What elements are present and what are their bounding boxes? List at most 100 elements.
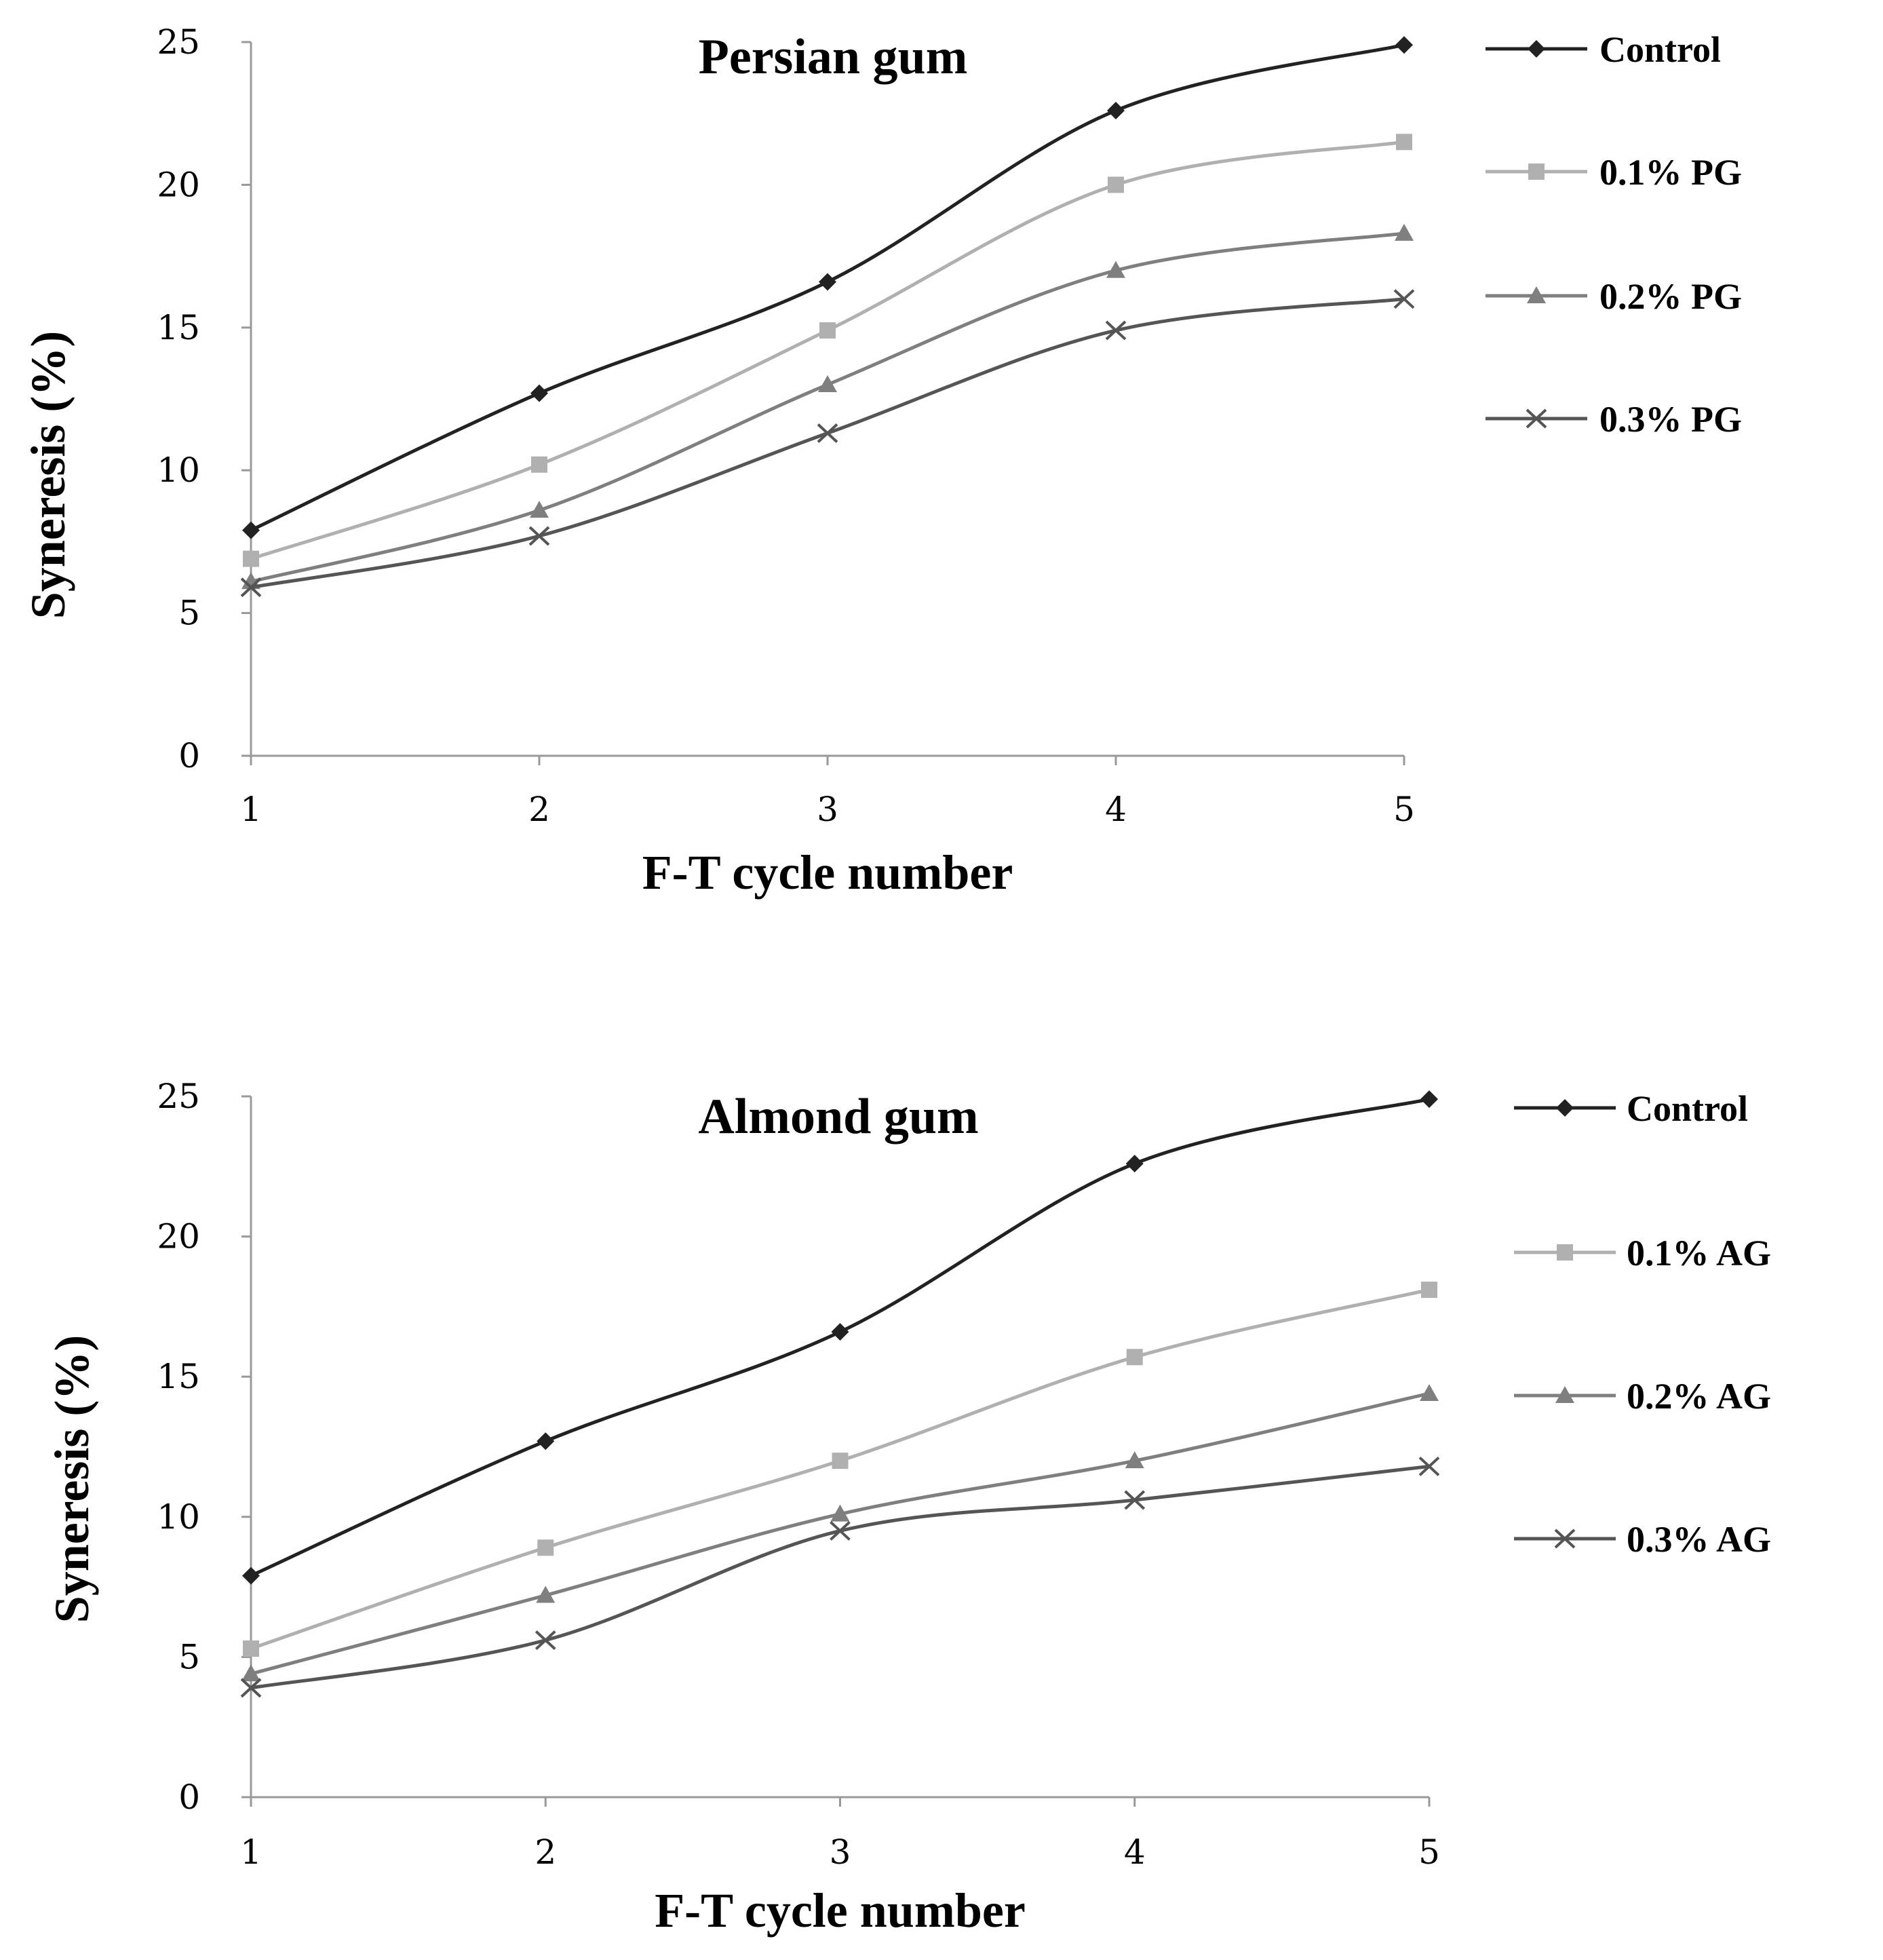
- legend-label: 0.2% PG: [1599, 276, 1742, 317]
- legend-marker-square: [1557, 1244, 1573, 1261]
- data-point-0-1pct-ag: [537, 1539, 554, 1556]
- data-point-0-1pct-ag: [1421, 1282, 1437, 1299]
- x-axis-title: F-T cycle number: [642, 845, 1013, 900]
- series-0-1pct-ag: [243, 1282, 1437, 1657]
- x-tick-label: 2: [528, 790, 550, 829]
- legend-marker-x: [1554, 1529, 1576, 1549]
- y-tick-label: 20: [157, 1217, 200, 1256]
- data-point-control: [242, 1567, 260, 1585]
- series-0-3pct-pg: [240, 289, 1415, 598]
- legend-label: Control: [1627, 1088, 1748, 1129]
- legend-item-0-2pct-pg: 0.2% PG: [1486, 276, 1742, 317]
- x-tick-label: 5: [1418, 1832, 1440, 1872]
- legend-marker-triangle: [1527, 286, 1546, 303]
- data-point-0-2pct-ag: [1125, 1451, 1144, 1469]
- legend-item-0-1pct-pg: 0.1% PG: [1486, 152, 1742, 193]
- legend-marker-diamond: [1528, 40, 1545, 58]
- data-point-0-2pct-ag: [1420, 1383, 1439, 1401]
- data-point-control: [1125, 1155, 1144, 1173]
- x-tick-label: 4: [1124, 1832, 1146, 1872]
- data-point-0-3pct-ag: [830, 1520, 851, 1541]
- x-tick-label: 3: [830, 1832, 851, 1872]
- y-tick-label: 25: [157, 22, 200, 62]
- legend-marker-square: [1528, 164, 1545, 180]
- almond-gum-chart: 0 5 10 15 20 25 1 2 3 4 5 Almond gum F-T cycle numbe…: [0, 1018, 1883, 1960]
- data-point-0-1pct-pg: [531, 456, 547, 473]
- y-tick-label: 25: [157, 1077, 200, 1116]
- y-tick-label: 0: [178, 736, 200, 775]
- legend-label: 0.3% AG: [1627, 1519, 1771, 1560]
- y-tick-label: 5: [178, 1637, 200, 1676]
- x-tick-label: 2: [535, 1832, 556, 1872]
- data-point-0-3pct-ag: [1418, 1456, 1440, 1476]
- data-point-0-2pct-pg: [530, 501, 549, 518]
- legend-item-control: Control: [1514, 1088, 1748, 1129]
- series-0-2pct-pg: [241, 223, 1414, 590]
- data-point-0-1pct-pg: [819, 322, 836, 339]
- series-line-0-3pct-ag: [250, 1464, 1430, 1690]
- persian-gum-chart: 0 5 10 15 20 25 1 2 3 4 5 Persian gum F-T cycle numb…: [0, 0, 1883, 950]
- data-point-0-1pct-ag: [832, 1453, 849, 1469]
- data-point-0-1pct-pg: [1396, 134, 1412, 151]
- data-point-0-3pct-pg: [528, 526, 550, 546]
- data-point-0-3pct-ag: [535, 1630, 556, 1651]
- y-tick-label: 20: [157, 165, 200, 204]
- x-tick-label: 5: [1393, 790, 1415, 829]
- data-point-0-1pct-pg: [1108, 176, 1124, 193]
- y-tick-label: 10: [157, 1497, 200, 1537]
- legend-item-0-3pct-pg: 0.3% PG: [1486, 399, 1742, 440]
- x-tick-label: 1: [240, 790, 262, 829]
- x-tick-label: 3: [817, 790, 838, 829]
- y-axis-title: Syneresis (%): [45, 1335, 99, 1623]
- series-line-0-1pct-pg: [250, 140, 1405, 561]
- y-tick-label: 5: [178, 594, 200, 633]
- chart-title: Almond gum: [698, 1089, 978, 1145]
- data-point-0-3pct-ag: [240, 1678, 262, 1698]
- chart-title: Persian gum: [699, 29, 968, 85]
- legend-item-0-2pct-ag: 0.2% AG: [1514, 1376, 1771, 1417]
- data-point-0-1pct-ag: [1126, 1349, 1143, 1366]
- data-point-0-1pct-pg: [243, 550, 259, 567]
- legend-label: Control: [1599, 29, 1721, 70]
- data-point-0-2pct-pg: [1395, 223, 1414, 241]
- data-point-0-2pct-ag: [830, 1504, 850, 1522]
- y-axis-title: Syneresis (%): [21, 331, 75, 619]
- persian-gum-chart-svg: 0 5 10 15 20 25 1 2 3 4 5 Persian gum F-T cycle numb…: [21, 22, 1742, 900]
- data-point-control: [819, 273, 836, 291]
- y-tick-label: 10: [157, 450, 200, 490]
- data-point-control: [1395, 36, 1413, 54]
- legend-label: 0.1% PG: [1599, 152, 1742, 193]
- legend-label: 0.2% AG: [1627, 1376, 1771, 1417]
- data-point-0-3pct-pg: [1393, 289, 1415, 309]
- series-control: [242, 36, 1413, 539]
- data-point-control: [242, 521, 260, 539]
- data-point-control: [1420, 1090, 1438, 1109]
- almond-gum-chart-svg: 0 5 10 15 20 25 1 2 3 4 5 Almond gum F-T cycle numbe…: [45, 1077, 1771, 1938]
- series-line-0-2pct-ag: [250, 1391, 1430, 1676]
- data-point-0-3pct-pg: [1105, 320, 1127, 341]
- data-point-0-3pct-pg: [240, 577, 262, 598]
- data-point-control: [831, 1323, 849, 1341]
- series-0-3pct-ag: [240, 1456, 1440, 1698]
- legend-marker-triangle: [1555, 1386, 1574, 1403]
- x-tick-label: 4: [1105, 790, 1127, 829]
- legend-marker-diamond: [1556, 1099, 1574, 1117]
- y-tick-label: 0: [178, 1778, 200, 1817]
- legend-item-control: Control: [1486, 29, 1721, 70]
- y-tick-label: 15: [157, 1357, 200, 1396]
- data-point-0-1pct-ag: [243, 1640, 259, 1657]
- series-0-1pct-pg: [243, 134, 1412, 567]
- legend-label: 0.1% AG: [1627, 1233, 1771, 1273]
- x-tick-label: 1: [240, 1832, 262, 1872]
- data-point-0-3pct-pg: [817, 423, 838, 443]
- legend-marker-x: [1526, 408, 1547, 429]
- series-line-0-1pct-ag: [250, 1288, 1430, 1651]
- data-point-0-2pct-pg: [1106, 261, 1125, 278]
- legend-item-0-1pct-ag: 0.1% AG: [1514, 1233, 1771, 1273]
- data-point-0-2pct-pg: [818, 374, 837, 392]
- data-point-0-2pct-ag: [536, 1586, 556, 1603]
- data-point-control: [1107, 101, 1125, 119]
- series-control: [242, 1090, 1438, 1585]
- data-point-0-2pct-ag: [241, 1664, 260, 1682]
- y-tick-label: 15: [157, 308, 200, 347]
